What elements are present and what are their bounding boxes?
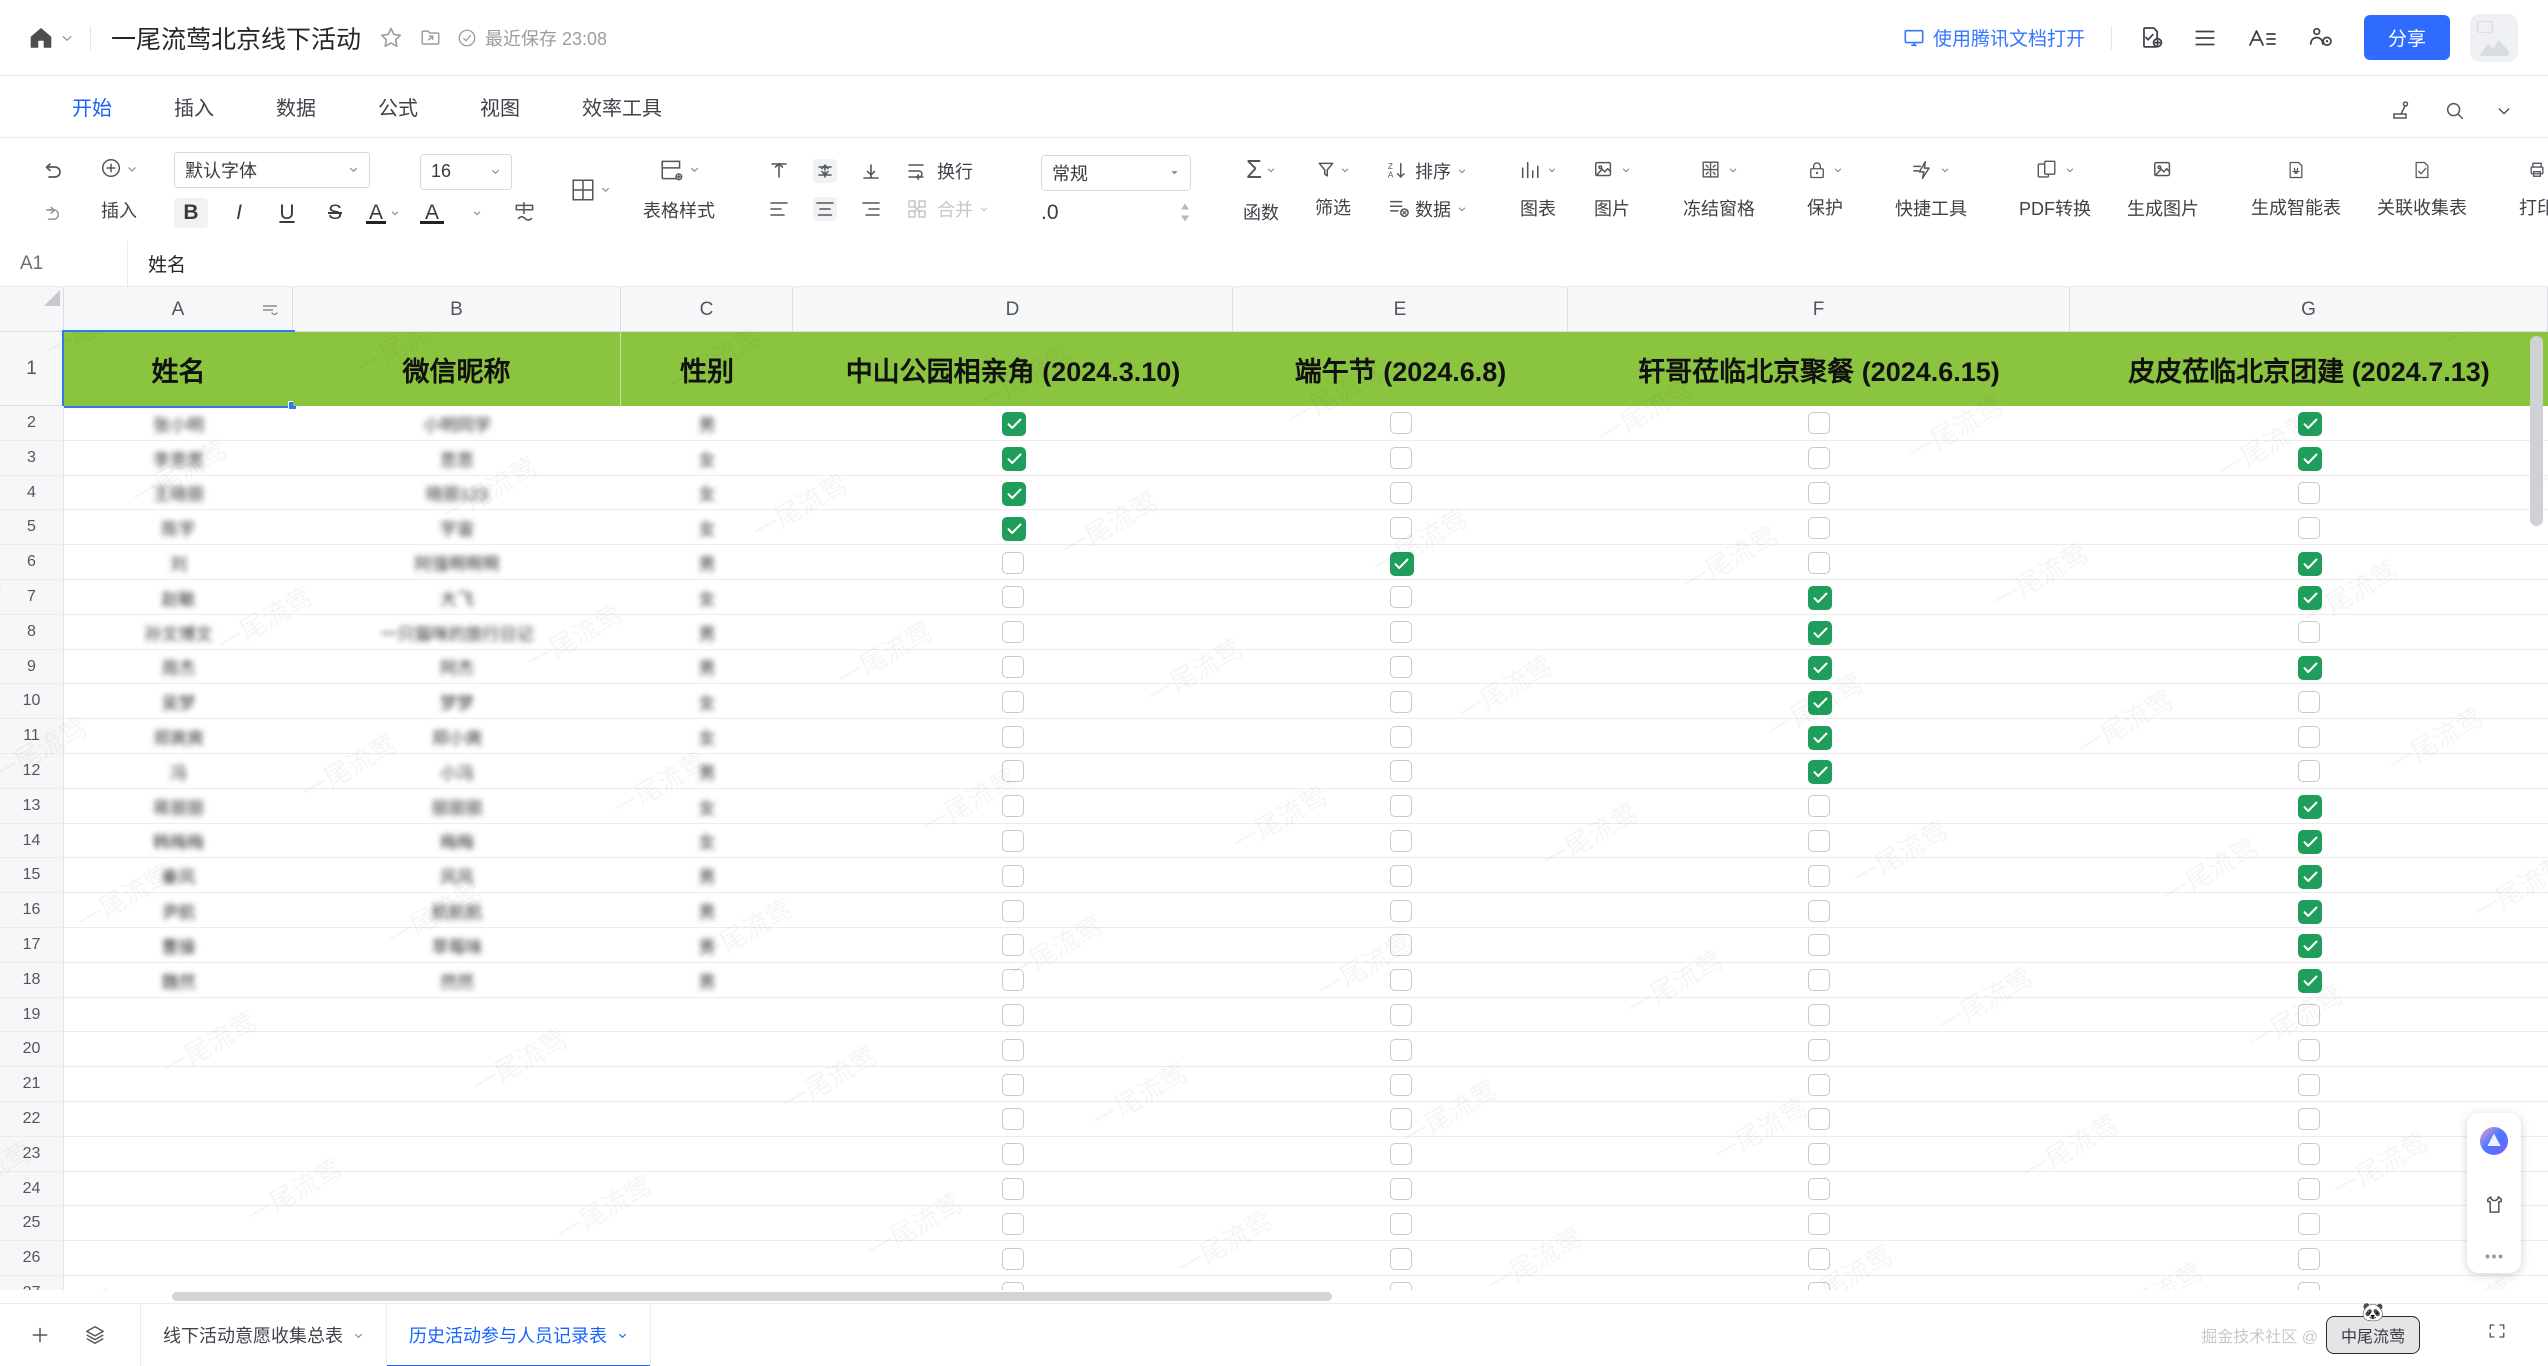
svg-text:A: A [1388,170,1394,179]
